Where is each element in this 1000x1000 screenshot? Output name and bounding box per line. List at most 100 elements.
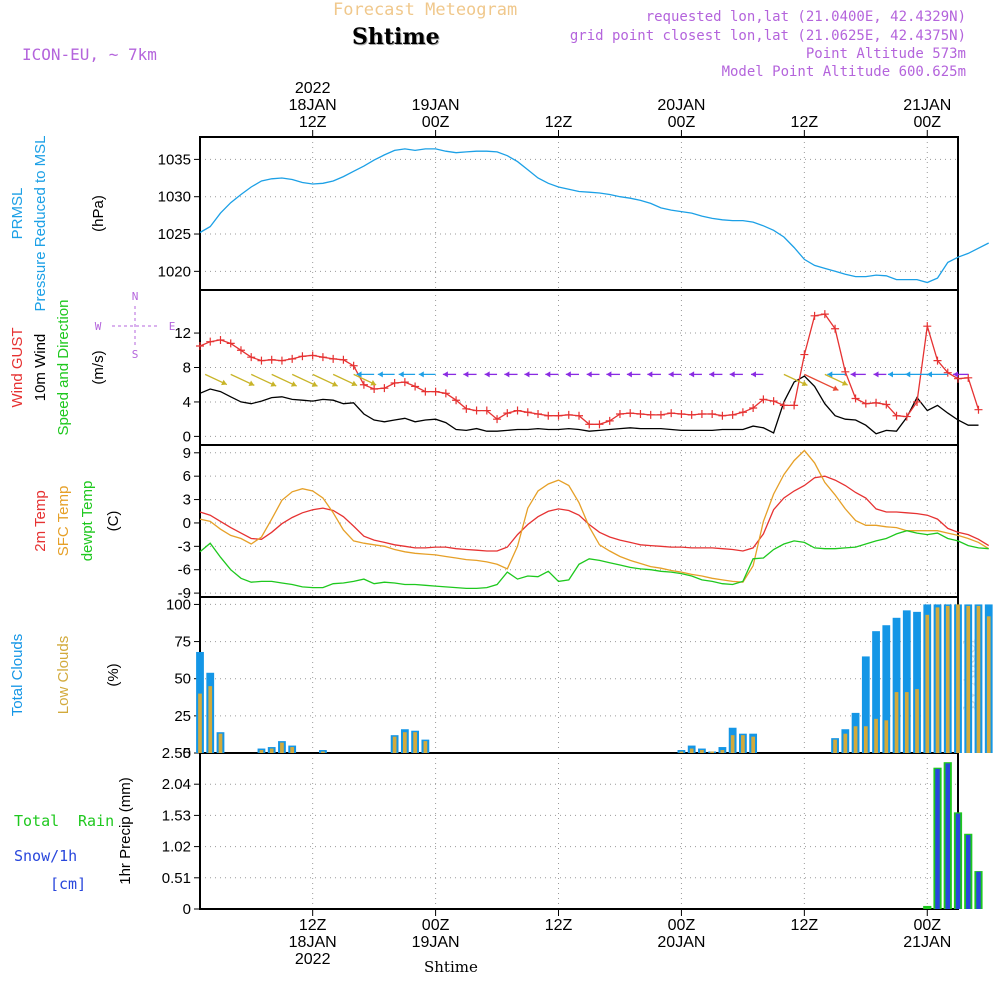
wind-arrow	[463, 371, 477, 378]
gust-marker	[288, 354, 297, 363]
precip-snow-label: Snow/1h	[14, 847, 77, 865]
precip-snow-unit: [cm]	[50, 875, 86, 893]
temp-2m-line	[199, 475, 990, 552]
top-time-label: 00Z	[913, 114, 941, 131]
wind-arrow-head	[504, 371, 510, 378]
super-title: Forecast Meteogram	[333, 0, 518, 20]
wind-arrow-head	[905, 371, 911, 378]
wind-arrow-head	[351, 380, 358, 387]
wind-arrow	[250, 373, 277, 387]
wind-arrow	[827, 371, 846, 378]
gust-marker	[790, 401, 799, 410]
wind-arrow	[353, 373, 377, 386]
gust-marker	[493, 415, 502, 424]
total-cloud-bar	[902, 610, 911, 753]
wind-arrow-head	[545, 371, 551, 378]
wind-arrow	[377, 371, 395, 378]
gust-marker	[503, 409, 512, 418]
pressure-ytick-label: 1035	[158, 151, 191, 168]
wind-gust-line	[199, 313, 980, 425]
temp-sfc-line	[199, 449, 990, 583]
pressure-msl-label: Pressure Reduced to MSL	[32, 136, 49, 312]
wind-arrow	[783, 373, 808, 386]
compass-e: E	[169, 320, 176, 333]
pressure-ytick-label: 1025	[158, 226, 191, 243]
wind-arrow-head	[290, 381, 297, 387]
wind-arrow	[271, 373, 297, 387]
temperature-ytick-label: 3	[183, 492, 191, 509]
wind-arrow	[312, 373, 338, 387]
wind-arrow-head	[953, 371, 959, 378]
gust-marker	[370, 385, 379, 394]
wind-arrow-head	[689, 371, 695, 378]
low-cloud-bar	[710, 751, 715, 753]
wind-gust-label: Wind GUST	[9, 327, 26, 407]
wind-arrow	[887, 371, 907, 378]
precip-panel: 0 0.51 1.02 1.53 2.04 2.55	[162, 745, 959, 918]
wind-arrow-head	[370, 380, 377, 386]
wind-arrow	[824, 373, 848, 386]
wind-arrow	[750, 371, 764, 378]
gust-marker	[718, 411, 727, 420]
temperature-ytick-label: -6	[178, 562, 191, 579]
clouds-unit: (%)	[105, 663, 122, 686]
gust-marker	[349, 361, 358, 370]
gust-marker	[247, 353, 256, 362]
wind-arrow-head	[841, 380, 848, 386]
gust-marker	[595, 420, 604, 429]
gust-marker	[236, 346, 245, 355]
wind-arrow-head	[398, 371, 404, 378]
gust-marker	[656, 410, 665, 419]
wind-arrow	[418, 371, 436, 378]
precip-rain-label: Rain	[78, 812, 114, 830]
gust-marker	[872, 398, 881, 407]
wind-ytick-label: 4	[183, 394, 191, 411]
wind-arrow	[804, 373, 839, 391]
wind-arrow-head	[801, 380, 808, 386]
wind-arrow-head	[463, 371, 469, 378]
wind-arrow-head	[606, 371, 612, 378]
low-cloud-bar	[843, 733, 848, 753]
wind-arrow-head	[418, 371, 424, 378]
gust-marker	[831, 324, 840, 333]
wind-arrow-head	[626, 371, 632, 378]
snow-bar	[965, 834, 971, 909]
precip-ytick-label: 2.55	[162, 745, 191, 762]
total-cloud-bar	[892, 617, 901, 753]
wind-arrow-head	[887, 371, 893, 378]
gust-marker	[943, 368, 952, 377]
gust-marker	[615, 410, 624, 418]
top-time-label: 21JAN	[903, 97, 951, 114]
gust-marker	[974, 405, 983, 414]
clouds-ytick-label: 0	[183, 745, 191, 762]
low-cloud-bar	[884, 720, 889, 753]
wind-arrow-head	[729, 371, 735, 378]
wind-arrow-head	[647, 371, 653, 378]
gust-marker	[277, 356, 286, 365]
gust-marker	[411, 382, 420, 391]
wind-arrow	[873, 371, 887, 378]
gust-marker	[544, 411, 553, 420]
precip-ytick-label: 2.04	[162, 776, 191, 793]
low-cloud-bar	[689, 748, 694, 753]
grid-coords: grid point closest lon,lat (21.0625E, 42…	[569, 28, 966, 44]
wind-arrow-head	[221, 379, 227, 386]
low-cloud-bar	[269, 748, 274, 753]
wind-arrow	[565, 371, 579, 378]
wind-arrow	[668, 371, 682, 378]
low-cloud-bar	[863, 726, 868, 753]
wind-arrow	[504, 371, 518, 378]
top-time-label: 00Z	[668, 114, 696, 131]
gust-marker	[605, 416, 614, 425]
gust-marker	[913, 397, 922, 406]
compass-w: W	[95, 320, 102, 333]
clouds-panel: 0 25 50 75 100	[166, 596, 959, 762]
wind-arrow-head	[331, 381, 338, 387]
gust-marker	[534, 410, 543, 418]
temp-sfc-label: SFC Temp	[55, 486, 72, 557]
bottom-time-label: 12Z	[299, 917, 327, 934]
low-cloud-bar	[700, 750, 704, 753]
point-altitude: Point Altitude 573m	[805, 46, 966, 62]
gust-marker	[677, 410, 686, 418]
gust-marker	[196, 341, 204, 350]
